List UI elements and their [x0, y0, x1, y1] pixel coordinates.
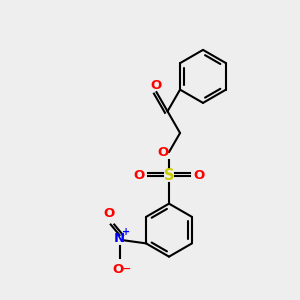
Text: N: N: [114, 232, 125, 245]
Text: O: O: [103, 207, 115, 220]
Text: O: O: [133, 169, 144, 182]
Text: O: O: [112, 263, 124, 276]
Text: +: +: [122, 227, 130, 237]
Text: O: O: [194, 169, 205, 182]
Text: S: S: [164, 168, 174, 183]
Text: −: −: [121, 264, 131, 274]
Text: O: O: [151, 79, 162, 92]
Text: O: O: [157, 146, 168, 159]
